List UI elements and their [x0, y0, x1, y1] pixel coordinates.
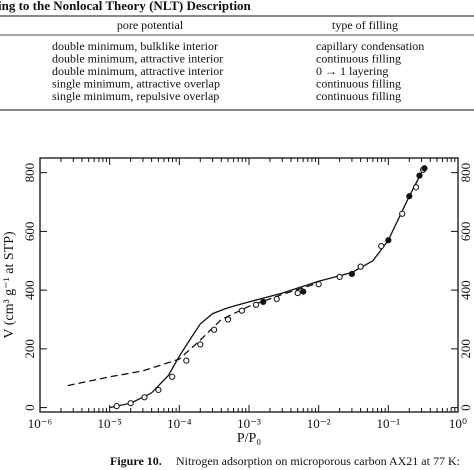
table-cell: double minimum, attractive interior [52, 51, 223, 65]
plot-frame [39, 157, 459, 413]
table-cell: double minimum, attractive interior [52, 64, 223, 78]
x-tick-label: 10⁻⁵ [97, 416, 121, 431]
y-tick-label: 600 [22, 222, 37, 242]
dashed-curve [67, 282, 319, 387]
solid-curve [109, 166, 426, 409]
data-point [385, 237, 392, 244]
y-tick-label-right: 600 [458, 222, 473, 242]
caption-text: Nitrogen adsorption on microporous carbo… [176, 454, 460, 468]
x-axis-label: P/P₀ [237, 431, 261, 446]
data-point [273, 295, 280, 303]
data-point [315, 281, 322, 288]
data-point [300, 288, 307, 295]
table-cell: single minimum, repulsive overlap [52, 89, 219, 103]
column-header: type of filling [332, 18, 398, 32]
table-cell: continuous filling [316, 51, 401, 65]
data-point [211, 326, 218, 333]
data-point [336, 273, 343, 281]
data-point [406, 193, 413, 200]
table-cell: single minimum, attractive overlap [52, 76, 220, 90]
y-tick-label: 0 [22, 404, 37, 411]
column-header: pore potential [117, 18, 184, 32]
data-point [399, 210, 406, 217]
y-tick-label: 800 [22, 163, 37, 183]
data-point [224, 316, 232, 323]
x-tick-label: 10⁻¹ [376, 416, 400, 431]
data-point [155, 386, 162, 394]
table-title: ing to the Nonlocal Theory (NLT) Descrip… [0, 0, 252, 13]
data-point [294, 289, 301, 297]
x-tick-label: 10⁰ [449, 416, 467, 431]
table-cell: 0 → 1 layering [316, 64, 388, 78]
data-point [197, 341, 204, 348]
data-point [357, 263, 364, 270]
data-point [378, 242, 385, 250]
x-tick-label: 10⁻² [307, 416, 331, 431]
data-point [260, 298, 267, 305]
y-axis-label: V (cm³ g⁻¹ at STP) [2, 231, 17, 339]
data-point [169, 373, 176, 380]
table-cell: capillary condensation [316, 39, 424, 53]
chart: 10⁻⁶ 10⁻⁵ 10⁻⁴ 10⁻³ 10⁻² 10⁻¹ 10⁰ 0 0 200 200 400 40… [2, 157, 473, 446]
y-tick-label-right: 800 [458, 163, 473, 183]
y-tick-label-right: 0 [458, 404, 473, 411]
caption-label: Figure 10. [110, 454, 162, 468]
x-tick-label: 10⁻⁴ [167, 416, 192, 431]
data-point [183, 357, 190, 364]
table-cell: continuous filling [316, 89, 401, 103]
y-tick-label-right: 200 [458, 339, 473, 359]
table-cell: continuous filling [316, 76, 401, 90]
y-tick-label-right: 400 [458, 280, 473, 300]
data-point [127, 400, 134, 407]
x-tick-label: 10⁻⁶ [28, 416, 52, 431]
data-point [412, 184, 420, 191]
data-point [141, 394, 148, 401]
data-point [348, 270, 356, 278]
data-point [416, 172, 423, 179]
data-point [113, 403, 120, 410]
data-point [238, 307, 245, 314]
x-tick-label: 10⁻³ [237, 416, 261, 431]
y-tick-label: 200 [22, 339, 37, 359]
y-tick-label: 400 [22, 280, 37, 300]
data-point [252, 301, 260, 308]
table-cell: double minimum, bulklike interior [52, 39, 218, 53]
data-point [421, 165, 428, 172]
table: pore potential type of filling double mini… [52, 18, 424, 103]
